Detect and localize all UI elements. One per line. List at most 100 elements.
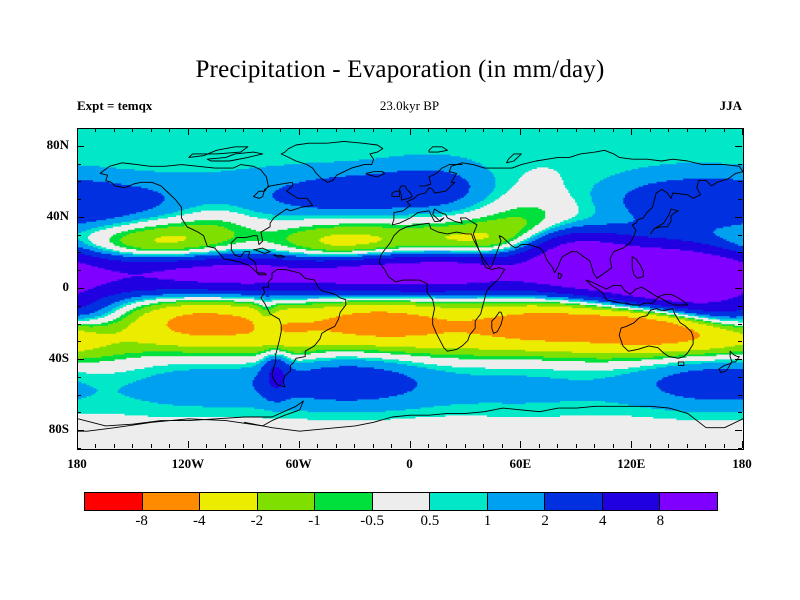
page-title: Precipitation - Evaporation (in mm/day) (195, 56, 605, 83)
y-tick-80S: 80S (48, 421, 69, 437)
colorbar-tick--1: -1 (308, 513, 321, 529)
tick-mark (735, 359, 742, 361)
tick-mark (612, 128, 614, 132)
tick-mark (206, 128, 208, 132)
tick-mark (298, 128, 300, 135)
tick-mark (77, 394, 81, 396)
tick-mark (738, 234, 742, 236)
tick-mark (150, 128, 152, 132)
tick-mark (77, 430, 84, 432)
tick-mark (150, 444, 152, 448)
period-label: 23.0kyr BP (379, 98, 440, 113)
tick-mark (705, 444, 707, 448)
colorbar-cell-0 (85, 493, 143, 510)
colorbar-tick--0.5: -0.5 (360, 513, 385, 529)
tick-mark (113, 128, 115, 132)
tick-mark (409, 441, 411, 448)
tick-mark (317, 444, 319, 448)
tick-mark (738, 412, 742, 414)
colorbar-cell-3 (257, 493, 316, 510)
tick-mark (261, 128, 263, 132)
tick-mark (575, 128, 577, 132)
tick-mark (738, 199, 742, 201)
tick-mark (335, 128, 337, 132)
colorbar-cell-5 (372, 493, 431, 510)
tick-mark (735, 145, 742, 147)
tick-mark (95, 444, 97, 448)
x-tick-120E: 120E (617, 456, 646, 471)
tick-mark (77, 270, 81, 272)
tick-mark (520, 441, 522, 448)
tick-mark (483, 444, 485, 448)
colorbar-cell-1 (142, 493, 201, 510)
tick-mark (187, 441, 189, 448)
tick-mark (261, 444, 263, 448)
season-label: JJA (719, 98, 742, 113)
tick-mark (686, 444, 688, 448)
x-tick-60E: 60E (509, 456, 532, 471)
tick-mark (243, 444, 245, 448)
tick-mark (77, 145, 84, 147)
tick-mark (77, 441, 78, 448)
tick-mark (335, 444, 337, 448)
tick-mark (77, 448, 81, 449)
tick-mark (77, 234, 81, 236)
tick-mark (372, 444, 374, 448)
tick-mark (464, 444, 466, 448)
colorbar-cell-4 (315, 493, 373, 510)
tick-mark (77, 128, 78, 135)
tick-mark (738, 305, 742, 307)
tick-mark (557, 128, 559, 132)
colorbar-tick-0.5: 0.5 (420, 513, 440, 529)
tick-mark (738, 163, 742, 165)
tick-mark (427, 444, 429, 448)
tick-mark (483, 128, 485, 132)
tick-mark (187, 128, 189, 135)
tick-mark (538, 128, 540, 132)
subtitle-row: Expt = temqx 23.0kyr BP JJA (77, 98, 742, 116)
tick-mark (169, 128, 171, 132)
tick-mark (612, 444, 614, 448)
tick-mark (520, 128, 522, 135)
colorbar (84, 492, 718, 511)
y-tick-40N: 40N (46, 207, 69, 223)
tick-mark (501, 128, 503, 132)
tick-mark (77, 199, 81, 201)
precipitation-evaporation-map (78, 129, 743, 449)
colorbar-cell-8 (545, 493, 603, 510)
tick-mark (77, 305, 81, 307)
tick-mark (224, 128, 226, 132)
colorbar-cell-7 (487, 493, 546, 510)
tick-mark (77, 376, 81, 378)
colorbar-tick-8: 8 (656, 513, 665, 529)
y-tick-80N: 80N (46, 136, 69, 152)
tick-mark (501, 444, 503, 448)
tick-mark (132, 128, 134, 132)
tick-mark (668, 128, 670, 132)
tick-mark (649, 444, 651, 448)
tick-mark (538, 444, 540, 448)
x-tick-120W: 120W (171, 456, 205, 471)
tick-mark (77, 163, 81, 165)
tick-mark (113, 444, 115, 448)
tick-mark (132, 444, 134, 448)
tick-mark (705, 128, 707, 132)
tick-mark (446, 444, 448, 448)
tick-mark (427, 128, 429, 132)
tick-mark (742, 441, 743, 448)
tick-mark (280, 128, 282, 132)
tick-mark (354, 444, 356, 448)
colorbar-tick-2: 2 (541, 513, 549, 529)
y-tick-40S: 40S (48, 350, 69, 366)
x-tick-180: 180 (67, 456, 87, 471)
tick-mark (77, 341, 81, 343)
x-tick-0: 0 (406, 456, 413, 471)
tick-mark (464, 128, 466, 132)
colorbar-tick--2: -2 (250, 513, 264, 529)
x-tick-60W: 60W (285, 456, 312, 471)
colorbar-tick-1: 1 (483, 513, 492, 529)
tick-mark (735, 288, 742, 289)
tick-mark (372, 128, 374, 132)
tick-mark (631, 441, 633, 448)
